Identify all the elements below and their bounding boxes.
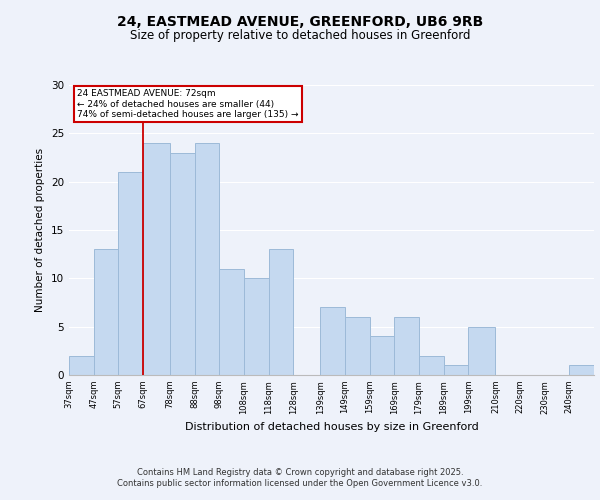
Text: 24 EASTMEAD AVENUE: 72sqm
← 24% of detached houses are smaller (44)
74% of semi-: 24 EASTMEAD AVENUE: 72sqm ← 24% of detac…	[77, 90, 298, 119]
Text: Contains public sector information licensed under the Open Government Licence v3: Contains public sector information licen…	[118, 480, 482, 488]
Bar	[69, 356, 94, 375]
Bar	[394, 317, 419, 375]
Bar	[195, 143, 220, 375]
Bar	[468, 326, 496, 375]
Bar	[269, 250, 293, 375]
Text: 24, EASTMEAD AVENUE, GREENFORD, UB6 9RB: 24, EASTMEAD AVENUE, GREENFORD, UB6 9RB	[117, 16, 483, 30]
Bar	[118, 172, 143, 375]
Bar	[244, 278, 269, 375]
Bar	[320, 308, 345, 375]
Y-axis label: Number of detached properties: Number of detached properties	[35, 148, 46, 312]
Bar	[569, 366, 594, 375]
Bar	[443, 366, 468, 375]
Bar	[94, 250, 118, 375]
Bar	[170, 152, 195, 375]
Text: Contains HM Land Registry data © Crown copyright and database right 2025.: Contains HM Land Registry data © Crown c…	[137, 468, 463, 477]
Text: Size of property relative to detached houses in Greenford: Size of property relative to detached ho…	[130, 28, 470, 42]
Bar	[345, 317, 370, 375]
X-axis label: Distribution of detached houses by size in Greenford: Distribution of detached houses by size …	[185, 422, 478, 432]
Bar	[143, 143, 170, 375]
Bar	[419, 356, 443, 375]
Bar	[220, 268, 244, 375]
Bar	[370, 336, 394, 375]
